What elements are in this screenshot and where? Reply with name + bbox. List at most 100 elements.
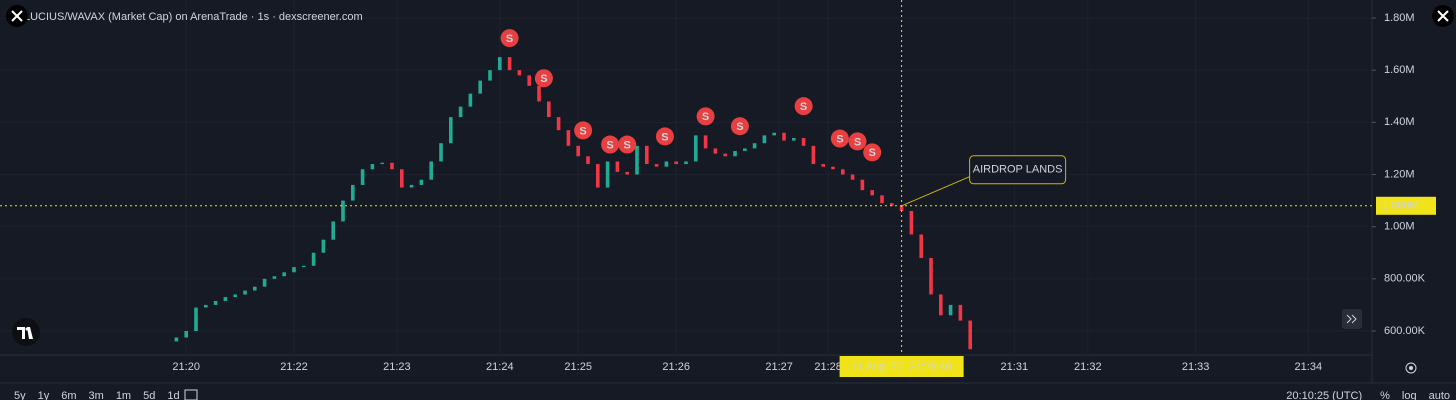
x-tick-label: 21:25	[564, 361, 592, 373]
range-button[interactable]: 5y	[14, 390, 26, 400]
sell-marker-label: S	[736, 121, 743, 133]
candle-body	[782, 132, 786, 141]
candle-body	[419, 179, 424, 185]
clock: 20:10:25 (UTC)	[1286, 390, 1362, 400]
candle-body	[752, 143, 757, 149]
range-button[interactable]: 6m	[61, 390, 76, 400]
sell-marker[interactable]	[601, 135, 620, 154]
candle-body	[645, 145, 649, 165]
sell-marker[interactable]	[696, 107, 715, 126]
sell-marker-label: S	[606, 139, 613, 151]
candle-body	[507, 57, 512, 71]
crosshair-price-label: 1.080M	[1382, 200, 1419, 212]
candle-body	[311, 252, 316, 266]
range-button[interactable]: 5d	[143, 390, 155, 400]
calendar-button[interactable]	[184, 389, 198, 400]
annotation-text: AIRDROP LANDS	[973, 164, 1063, 176]
tradingview-logo[interactable]	[12, 318, 40, 346]
y-tick-label: 1.80M	[1384, 12, 1415, 24]
candle-body	[860, 179, 865, 191]
candle-body	[694, 135, 698, 162]
sell-marker-label: S	[661, 131, 668, 143]
candle-body	[880, 195, 884, 204]
axis-option[interactable]: auto	[1429, 390, 1450, 400]
sell-marker[interactable]	[574, 121, 593, 140]
x-tick-label: 21:22	[280, 361, 308, 373]
candle-body	[213, 301, 218, 305]
candle-body	[547, 101, 551, 118]
axis-option[interactable]: log	[1402, 390, 1417, 400]
candle-body	[478, 80, 482, 94]
x-tick-label: 21:31	[1001, 361, 1029, 373]
candle-body	[664, 161, 669, 167]
candle-body	[262, 278, 267, 287]
candle-body	[723, 153, 727, 157]
sell-marker-label: S	[869, 147, 876, 159]
candle-body	[390, 162, 394, 170]
sell-marker[interactable]	[655, 127, 674, 146]
candle-body	[958, 304, 963, 321]
candle-body	[674, 161, 678, 165]
candle-body	[831, 166, 835, 170]
axis-option[interactable]: %	[1380, 390, 1390, 400]
candle-body	[684, 161, 688, 165]
candle-body	[302, 265, 306, 268]
candle-body	[713, 148, 718, 154]
x-tick-label: 21:23	[383, 361, 411, 373]
x-tick-label: 21:33	[1182, 361, 1210, 373]
range-button[interactable]: 1d	[167, 390, 179, 400]
candle-body	[703, 135, 708, 149]
candle-body	[517, 70, 522, 76]
candle-body	[370, 164, 375, 170]
candle-body	[801, 137, 806, 146]
range-button[interactable]: 1m	[116, 390, 131, 400]
candle-body	[174, 337, 179, 342]
sell-marker-label: S	[800, 101, 807, 113]
candle-body	[272, 276, 277, 279]
settings-button[interactable]	[1405, 362, 1417, 374]
candle-body	[439, 143, 443, 162]
chart-title: LUCIUS/WAVAX (Market Cap) on ArenaTrade …	[24, 11, 363, 23]
candle-body	[429, 161, 433, 180]
sell-marker-label: S	[836, 133, 843, 145]
candle-body	[527, 75, 531, 86]
x-tick-label: 21:26	[662, 361, 690, 373]
candle-body	[204, 304, 208, 308]
sell-marker[interactable]	[794, 97, 813, 116]
candle-body	[576, 145, 580, 157]
candle-body	[625, 171, 629, 175]
candle-body	[468, 93, 473, 107]
candle-body	[331, 221, 335, 240]
sell-marker[interactable]	[534, 69, 553, 88]
sell-marker[interactable]	[830, 129, 849, 148]
candle-body	[811, 145, 816, 165]
candle-body	[635, 145, 639, 175]
candle-body	[184, 331, 188, 338]
candle-body	[762, 135, 767, 144]
close-button-left[interactable]	[6, 5, 28, 27]
candle-body	[596, 164, 600, 188]
sell-marker[interactable]	[618, 135, 637, 154]
candle-body	[890, 203, 894, 206]
close-button-right[interactable]	[1432, 5, 1454, 27]
candle-body	[586, 156, 590, 165]
x-tick-label: 21:34	[1295, 361, 1323, 373]
candle-body	[360, 169, 365, 185]
candle-body	[321, 239, 326, 253]
candle-body	[223, 297, 228, 302]
range-button[interactable]: 3m	[89, 390, 104, 400]
candle-body	[899, 205, 904, 212]
y-tick-label: 600.00K	[1384, 325, 1426, 337]
y-tick-label: 1.20M	[1384, 168, 1415, 180]
scroll-button[interactable]	[1342, 309, 1362, 329]
candle-body	[233, 294, 237, 298]
candle-body	[556, 117, 561, 131]
sell-marker[interactable]	[848, 132, 867, 151]
range-button[interactable]: 1y	[38, 390, 50, 400]
candle-body	[341, 200, 345, 222]
sell-marker[interactable]	[500, 29, 519, 48]
sell-marker[interactable]	[863, 143, 882, 162]
candle-body	[909, 211, 914, 235]
sell-marker[interactable]	[730, 117, 749, 136]
candle-body	[243, 290, 247, 295]
